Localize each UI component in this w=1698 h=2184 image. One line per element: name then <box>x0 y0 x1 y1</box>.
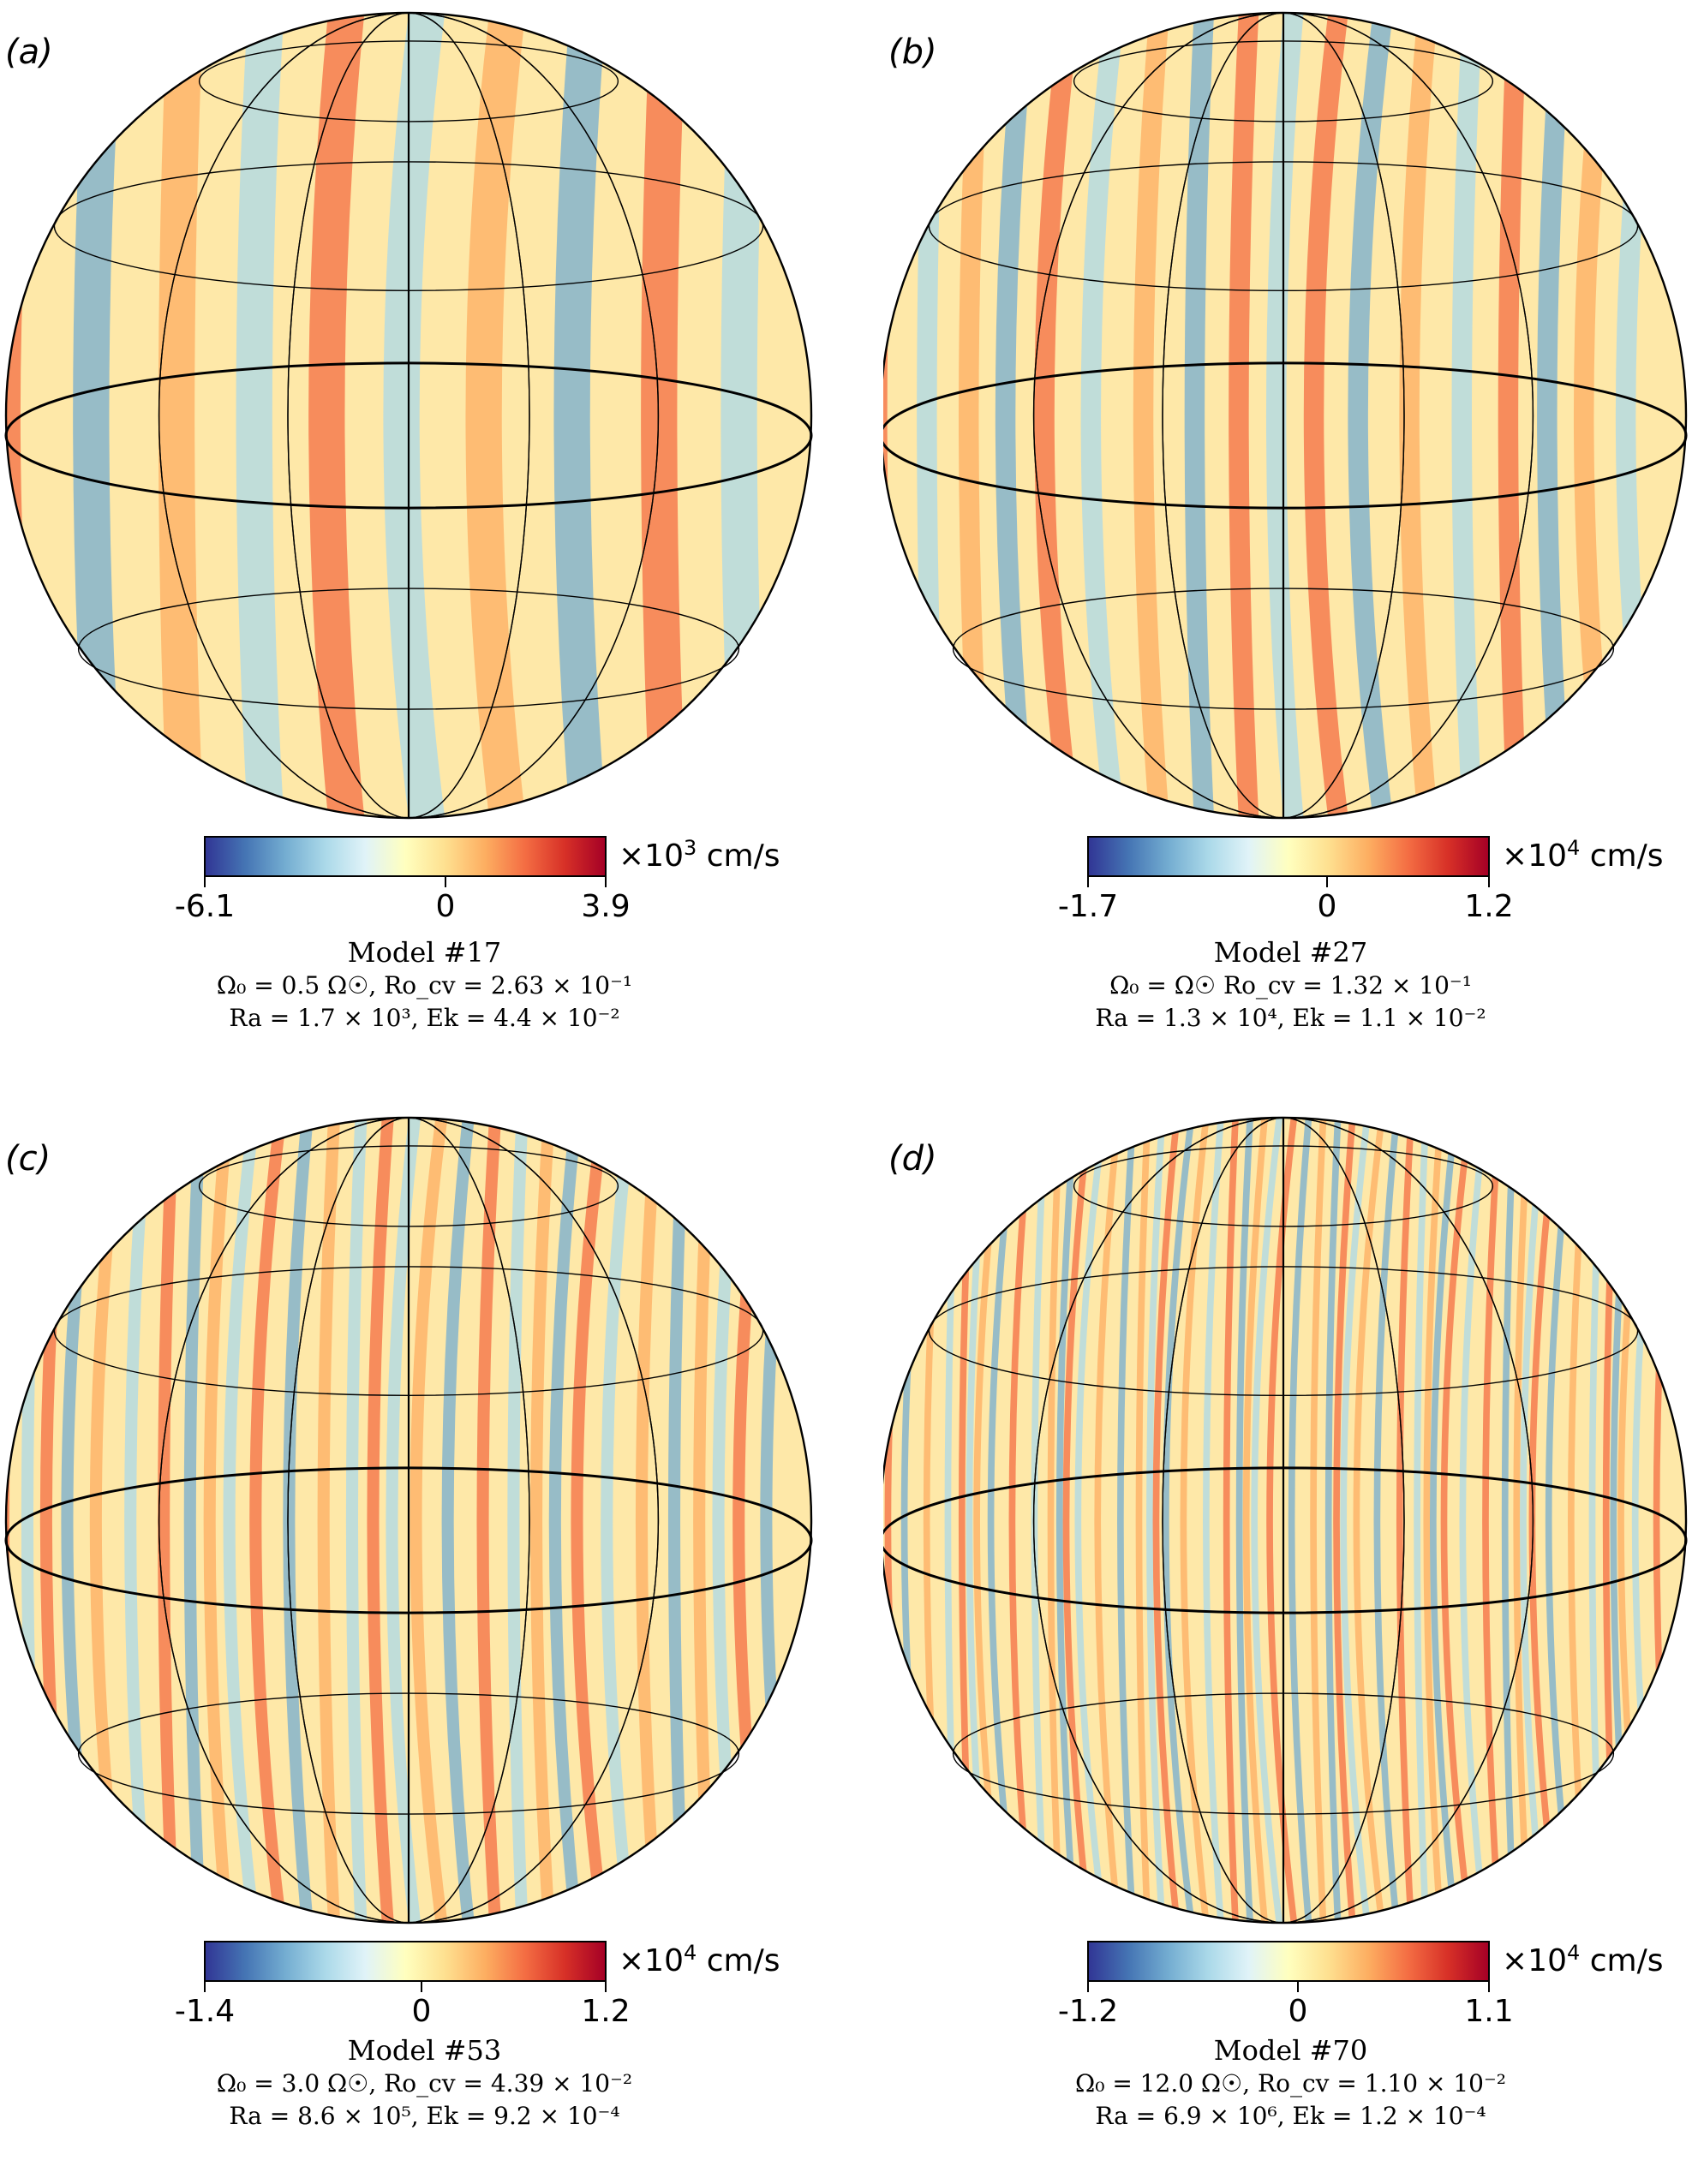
colorbar-tick-min <box>1087 1982 1089 1992</box>
colorbar-tick-min <box>204 1982 206 1992</box>
sphere-velocity-map <box>4 11 813 820</box>
colorbar-zero-label: 0 <box>411 1994 432 2029</box>
colorbar <box>204 1941 607 1982</box>
model-title: Model #17 <box>347 936 502 969</box>
colorbar <box>1087 1941 1490 1982</box>
model-rotation-rossby: Ω₀ = 3.0 Ω☉, Ro_cv = 4.39 × 10⁻² <box>216 2069 633 2097</box>
panel-d: (d) ×104 cm/s -1.2 0 1.1 Model #70 Ω₀ = … <box>883 1105 1698 2184</box>
colorbar <box>204 836 607 877</box>
colorbar-tick-zero <box>1297 1982 1299 1992</box>
sphere-velocity-map <box>4 1116 813 1924</box>
colorbar-tick-max <box>1488 1982 1490 1992</box>
model-caption: Model #70 Ω₀ = 12.0 Ω☉, Ro_cv = 1.10 × 1… <box>866 2033 1698 2133</box>
colorbar-zero-label: 0 <box>1288 1994 1308 2029</box>
colorbar-unit: ×104 cm/s <box>1502 836 1664 874</box>
colorbar-tick-max <box>1488 877 1490 887</box>
model-rotation-rossby: Ω₀ = 12.0 Ω☉, Ro_cv = 1.10 × 10⁻² <box>1074 2069 1506 2097</box>
colorbar-max-label: 1.1 <box>1464 1994 1514 2029</box>
panel-label: (a) <box>5 33 53 72</box>
colorbar-zero-label: 0 <box>435 889 456 924</box>
colorbar-max-label: 3.9 <box>581 889 631 924</box>
colorbar-tick-zero <box>421 1982 422 1992</box>
sphere-velocity-map <box>883 11 1688 820</box>
colorbar-tick-max <box>605 877 607 887</box>
model-title: Model #70 <box>1213 2034 1368 2067</box>
panel-c: (c) ×104 cm/s -1.4 0 1.2 Model #53 Ω₀ = … <box>0 1105 849 2184</box>
model-rayleigh-ekman: Ra = 1.7 × 10³, Ek = 4.4 × 10⁻² <box>229 1004 620 1032</box>
colorbar-tick-min <box>204 877 206 887</box>
model-caption: Model #17 Ω₀ = 0.5 Ω☉, Ro_cv = 2.63 × 10… <box>0 935 849 1035</box>
panel-b: (b) ×104 cm/s -1.7 0 1.2 Model #27 Ω₀ = … <box>883 0 1698 1079</box>
colorbar-max-label: 1.2 <box>581 1994 631 2029</box>
colorbar-tick-min <box>1087 877 1089 887</box>
model-rayleigh-ekman: Ra = 6.9 × 10⁶, Ek = 1.2 × 10⁻⁴ <box>1095 2102 1486 2130</box>
colorbar-tick-zero <box>1326 877 1328 887</box>
colorbar-unit: ×103 cm/s <box>619 836 780 874</box>
colorbar-min-label: -1.2 <box>1057 1994 1119 2029</box>
colorbar-min-label: -1.4 <box>174 1994 236 2029</box>
colorbar-unit: ×104 cm/s <box>619 1941 780 1978</box>
panel-label: (c) <box>5 1139 51 1179</box>
colorbar-tick-zero <box>445 877 446 887</box>
model-caption: Model #27 Ω₀ = Ω☉ Ro_cv = 1.32 × 10⁻¹ Ra… <box>866 935 1698 1035</box>
sphere-velocity-map <box>883 1116 1688 1924</box>
colorbar-min-label: -1.7 <box>1057 889 1119 924</box>
model-title: Model #53 <box>347 2034 502 2067</box>
panel-label: (b) <box>888 33 937 72</box>
panel-label: (d) <box>888 1139 937 1179</box>
panel-a: (a) ×103 cm/s -6.1 0 3.9 Model #17 Ω₀ = … <box>0 0 849 1079</box>
model-rayleigh-ekman: Ra = 8.6 × 10⁵, Ek = 9.2 × 10⁻⁴ <box>229 2102 620 2130</box>
model-rotation-rossby: Ω₀ = Ω☉ Ro_cv = 1.32 × 10⁻¹ <box>1109 971 1472 1000</box>
colorbar-zero-label: 0 <box>1317 889 1337 924</box>
model-caption: Model #53 Ω₀ = 3.0 Ω☉, Ro_cv = 4.39 × 10… <box>0 2033 849 2133</box>
colorbar <box>1087 836 1490 877</box>
colorbar-unit: ×104 cm/s <box>1502 1941 1664 1978</box>
colorbar-min-label: -6.1 <box>174 889 236 924</box>
model-rotation-rossby: Ω₀ = 0.5 Ω☉, Ro_cv = 2.63 × 10⁻¹ <box>216 971 633 1000</box>
colorbar-max-label: 1.2 <box>1464 889 1514 924</box>
model-rayleigh-ekman: Ra = 1.3 × 10⁴, Ek = 1.1 × 10⁻² <box>1095 1004 1486 1032</box>
colorbar-tick-max <box>605 1982 607 1992</box>
model-title: Model #27 <box>1213 936 1368 969</box>
